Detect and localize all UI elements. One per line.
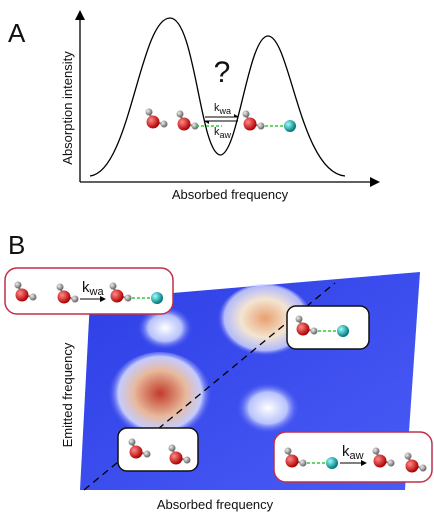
question-mark: ? (214, 56, 231, 89)
arrow-head (234, 114, 239, 117)
rate-subscript: wa (89, 286, 105, 298)
molecule (243, 111, 297, 133)
callout-box (273, 431, 433, 483)
arrow-head (361, 460, 367, 466)
rate-label: kaw (214, 126, 232, 140)
arrow-head (204, 121, 209, 124)
rate-label: kwa (214, 102, 231, 116)
rate-symbol: k (214, 102, 220, 114)
x-axis-label: Absorbed frequency (172, 187, 289, 202)
axis-arrow (370, 177, 380, 187)
y-axis-label: Absorption intensity (60, 51, 75, 165)
peak (108, 352, 212, 444)
spectrum-curve (89, 17, 346, 177)
callout-box (286, 305, 370, 350)
rate-symbol: k (342, 443, 350, 460)
peak (236, 382, 300, 434)
rate-label: kwa (82, 279, 104, 298)
molecule (175, 109, 200, 132)
callout-box (4, 267, 174, 315)
arrow-head (100, 296, 106, 302)
x-axis-label: Absorbed frequency (157, 497, 274, 512)
peak (137, 306, 193, 350)
molecule (144, 107, 169, 130)
y-axis-label: Emitted frequency (60, 342, 75, 447)
rate-subscript: aw (220, 130, 232, 140)
rate-symbol: k (82, 279, 90, 296)
rate-subscript: aw (350, 450, 364, 462)
panel-label: A (8, 18, 26, 48)
rate-subscript: wa (219, 106, 232, 116)
axis-arrow (75, 10, 85, 20)
panel-label: B (8, 230, 25, 260)
rate-symbol: k (214, 126, 220, 138)
rate-label: kaw (342, 443, 364, 462)
